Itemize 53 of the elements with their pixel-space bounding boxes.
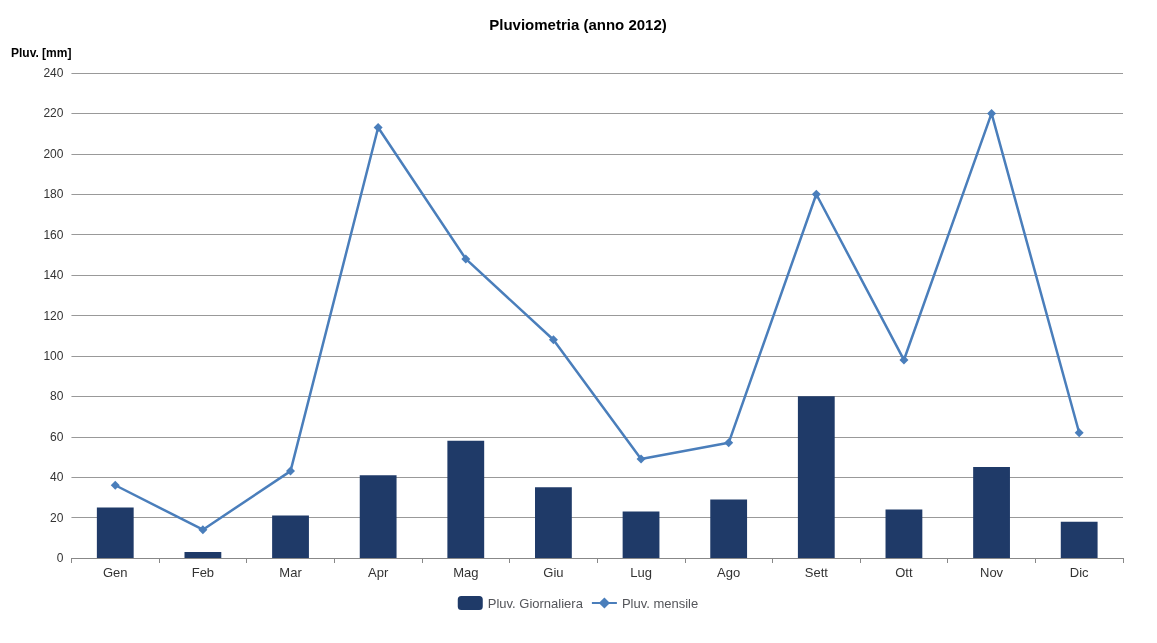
point: [110, 480, 120, 490]
y-tick-label: 120: [43, 308, 64, 323]
point: [1074, 428, 1084, 438]
bar: [973, 467, 1010, 558]
x-tick-label: Nov: [979, 565, 1004, 580]
point: [461, 254, 471, 264]
x-tick-label: Ago: [717, 565, 741, 580]
point: [987, 108, 997, 118]
legend-label: Pluv. mensile: [621, 595, 699, 611]
x-tick-label: Sett: [804, 565, 829, 580]
bar: [885, 509, 923, 558]
y-tick-label: 200: [43, 146, 64, 161]
bar: [184, 551, 222, 558]
y-tick-label: 20: [50, 510, 64, 525]
bar: [710, 499, 748, 558]
bar: [622, 511, 660, 558]
x-tick-label: Gen: [102, 565, 128, 580]
x-tick-label: Giu: [543, 565, 564, 580]
point: [373, 123, 383, 133]
y-tick-label: 100: [43, 348, 64, 363]
y-tick-label: 220: [43, 106, 64, 121]
y-axis-title: Pluv. [mm]: [11, 46, 72, 60]
y-tick-label: 40: [50, 470, 64, 485]
x-tick-label: Feb: [191, 565, 215, 580]
bar: [535, 487, 572, 558]
x-tick-label: Apr: [368, 565, 389, 580]
point: [548, 335, 558, 345]
point: [724, 438, 734, 448]
y-tick-label: 0: [56, 551, 64, 565]
x-tick-label: Mag: [453, 565, 479, 580]
bar: [359, 475, 397, 558]
y-tick-label: 140: [43, 268, 64, 283]
y-tick-label: 240: [43, 66, 64, 80]
chart-title: Pluviometria (anno 2012): [489, 16, 667, 33]
point: [286, 466, 296, 476]
y-tick-label: 180: [43, 187, 64, 202]
bar: [797, 396, 835, 558]
bar: [447, 440, 485, 558]
y-tick-label: 60: [50, 429, 64, 444]
x-tick-label: Ott: [895, 565, 913, 580]
point: [811, 189, 821, 199]
y-tick-label: 160: [43, 227, 64, 242]
x-tick-label: Lug: [630, 565, 652, 580]
x-tick-label: Dic: [1069, 565, 1090, 580]
point: [636, 454, 646, 464]
bar: [1060, 521, 1098, 558]
bar: [272, 515, 309, 558]
point: [899, 355, 909, 365]
x-tick-label: Mar: [279, 565, 303, 580]
y-tick-label: 80: [50, 389, 64, 404]
bar: [96, 507, 134, 558]
legend-label: Pluv. Giornaliera: [487, 595, 584, 611]
point: [198, 525, 208, 535]
